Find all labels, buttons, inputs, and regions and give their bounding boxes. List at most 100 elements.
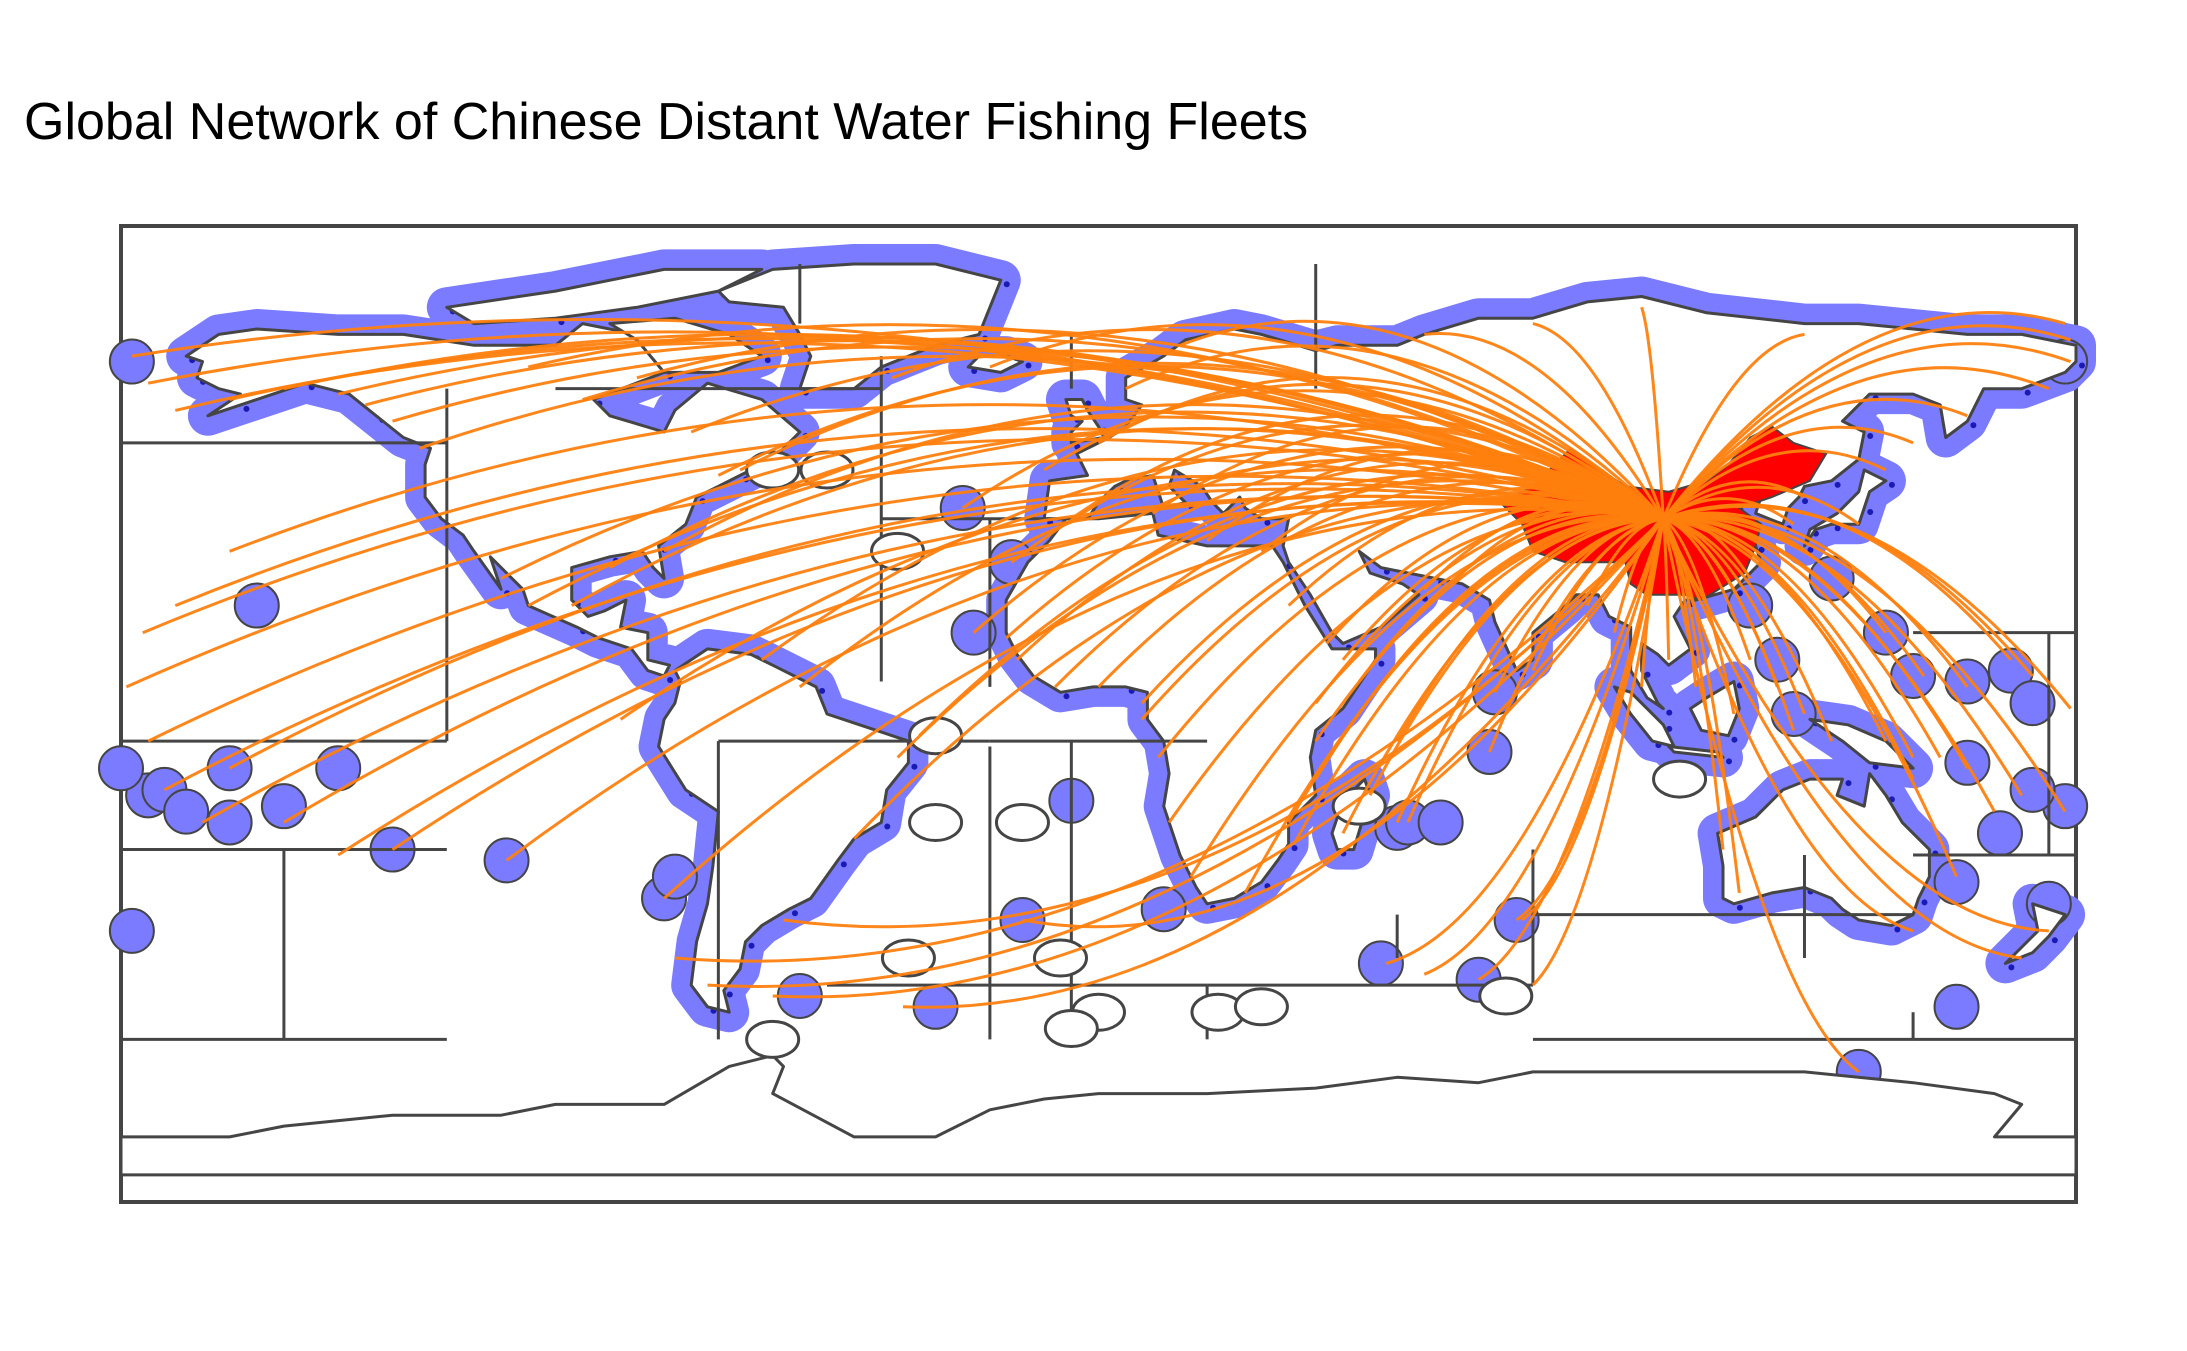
subarea-outline-0 <box>1032 938 1088 978</box>
fleet-route <box>989 323 1665 520</box>
fleet-route <box>174 427 1664 607</box>
fleet-route <box>1661 518 2022 960</box>
fleet-route <box>1662 324 2072 520</box>
island-eez-34 <box>163 788 210 835</box>
fishing-point <box>748 942 755 949</box>
fleet-route <box>1662 497 1795 526</box>
fleet-route <box>1206 447 1665 542</box>
map-frame <box>119 224 2078 1204</box>
fishing-point <box>1025 362 1032 369</box>
fishing-point <box>1731 736 1738 743</box>
fishing-point <box>1872 763 1879 770</box>
fleet-route <box>500 415 1664 580</box>
fishing-point <box>819 687 826 694</box>
island-eez-0 <box>233 582 280 629</box>
fishing-point <box>1802 498 1809 505</box>
fleet-route <box>609 410 1664 569</box>
fishing-point <box>2008 964 2015 971</box>
fishing-point <box>1085 400 1092 407</box>
fleet-route <box>853 498 1664 840</box>
fleet-route <box>1189 515 1664 878</box>
fishing-point <box>1921 899 1928 906</box>
fleet-route <box>783 517 1665 929</box>
island-eez-8 <box>651 853 698 900</box>
subarea-outline-8 <box>1331 786 1387 826</box>
fishing-point <box>911 763 918 770</box>
fleet-route <box>1663 517 1958 878</box>
fleet-route <box>1010 423 1665 564</box>
island-eez-25 <box>1976 810 2023 857</box>
fleet-route <box>1662 311 2066 520</box>
fishing-area-boundaries <box>121 263 2076 1059</box>
fleet-route <box>142 438 1664 635</box>
fishing-point <box>667 677 674 684</box>
fishing-point <box>1894 926 1901 933</box>
fleet-route <box>1663 517 1996 813</box>
fleet-route <box>1662 449 1887 520</box>
fleet-route <box>1661 518 1914 933</box>
island-eez-6 <box>483 837 530 884</box>
fleet-route <box>1612 517 1665 634</box>
island-eez-12 <box>999 897 1046 944</box>
subarea-outline-7 <box>1233 987 1289 1027</box>
subarea-outline-15 <box>1043 1008 1099 1048</box>
fishing-point <box>1063 693 1070 700</box>
fishing-point <box>2079 362 2085 369</box>
antarctica-land <box>119 1054 2078 1177</box>
subarea-outline-11 <box>908 716 964 756</box>
island-eez-39 <box>1933 859 1980 906</box>
fishing-point <box>1807 546 1814 553</box>
australia-land <box>1716 772 1931 927</box>
fleet-route <box>902 517 1665 1009</box>
fleet-route <box>1663 517 1833 742</box>
fleet-route <box>1022 517 1665 929</box>
fishing-point <box>726 991 733 998</box>
fleet-route <box>1125 344 1665 520</box>
fleet-route <box>1423 518 1665 976</box>
fleet-route <box>663 403 1664 553</box>
fleet-route <box>1395 516 1664 742</box>
fleet-route <box>505 502 1664 862</box>
island-eez-1 <box>206 745 253 792</box>
island-eez-22 <box>1417 799 1464 846</box>
fishing-point <box>1867 433 1874 440</box>
fleet-route <box>1070 413 1665 521</box>
fleet-route <box>1662 511 1888 634</box>
fleet-route <box>1515 518 1665 922</box>
fleet-route <box>1662 503 2012 661</box>
fleet-route <box>1531 518 1665 987</box>
fishing-point <box>1291 845 1298 852</box>
island-eez-32 <box>2009 680 2056 727</box>
fleet-route <box>1260 462 1665 553</box>
fleet-route <box>1005 452 1665 640</box>
fishing-point <box>1666 725 1673 732</box>
fishing-point <box>2051 937 2058 944</box>
origin-marker <box>1657 512 1670 525</box>
fleet-route <box>760 448 1664 662</box>
fleet-route <box>1477 518 1665 981</box>
fishing-point <box>791 910 798 917</box>
fishing-point <box>1726 758 1733 765</box>
fleet-route <box>663 507 1664 900</box>
fishing-point <box>1834 481 1841 488</box>
fleet-route <box>961 389 1665 521</box>
fleet-route <box>1368 517 1664 796</box>
island-eez-31 <box>1987 647 2034 694</box>
fleet-route <box>1424 332 1665 520</box>
fleet-route <box>1662 366 2050 520</box>
fishing-point <box>1845 780 1852 787</box>
fishing-point <box>1736 904 1743 911</box>
fishing-point <box>1378 660 1385 667</box>
fishing-point <box>764 357 771 364</box>
fishing-point <box>840 861 847 868</box>
fishing-point <box>1003 281 1010 288</box>
fishing-point <box>1666 709 1673 716</box>
fleet-route <box>1661 332 1805 520</box>
fleet-route <box>1287 486 1664 607</box>
fleet-route <box>1662 342 2072 520</box>
fishing-point <box>1644 671 1651 678</box>
island-eez-40 <box>1933 983 1980 1030</box>
subarea-outline-14 <box>745 1019 801 1059</box>
fleet-route <box>1140 490 1664 705</box>
